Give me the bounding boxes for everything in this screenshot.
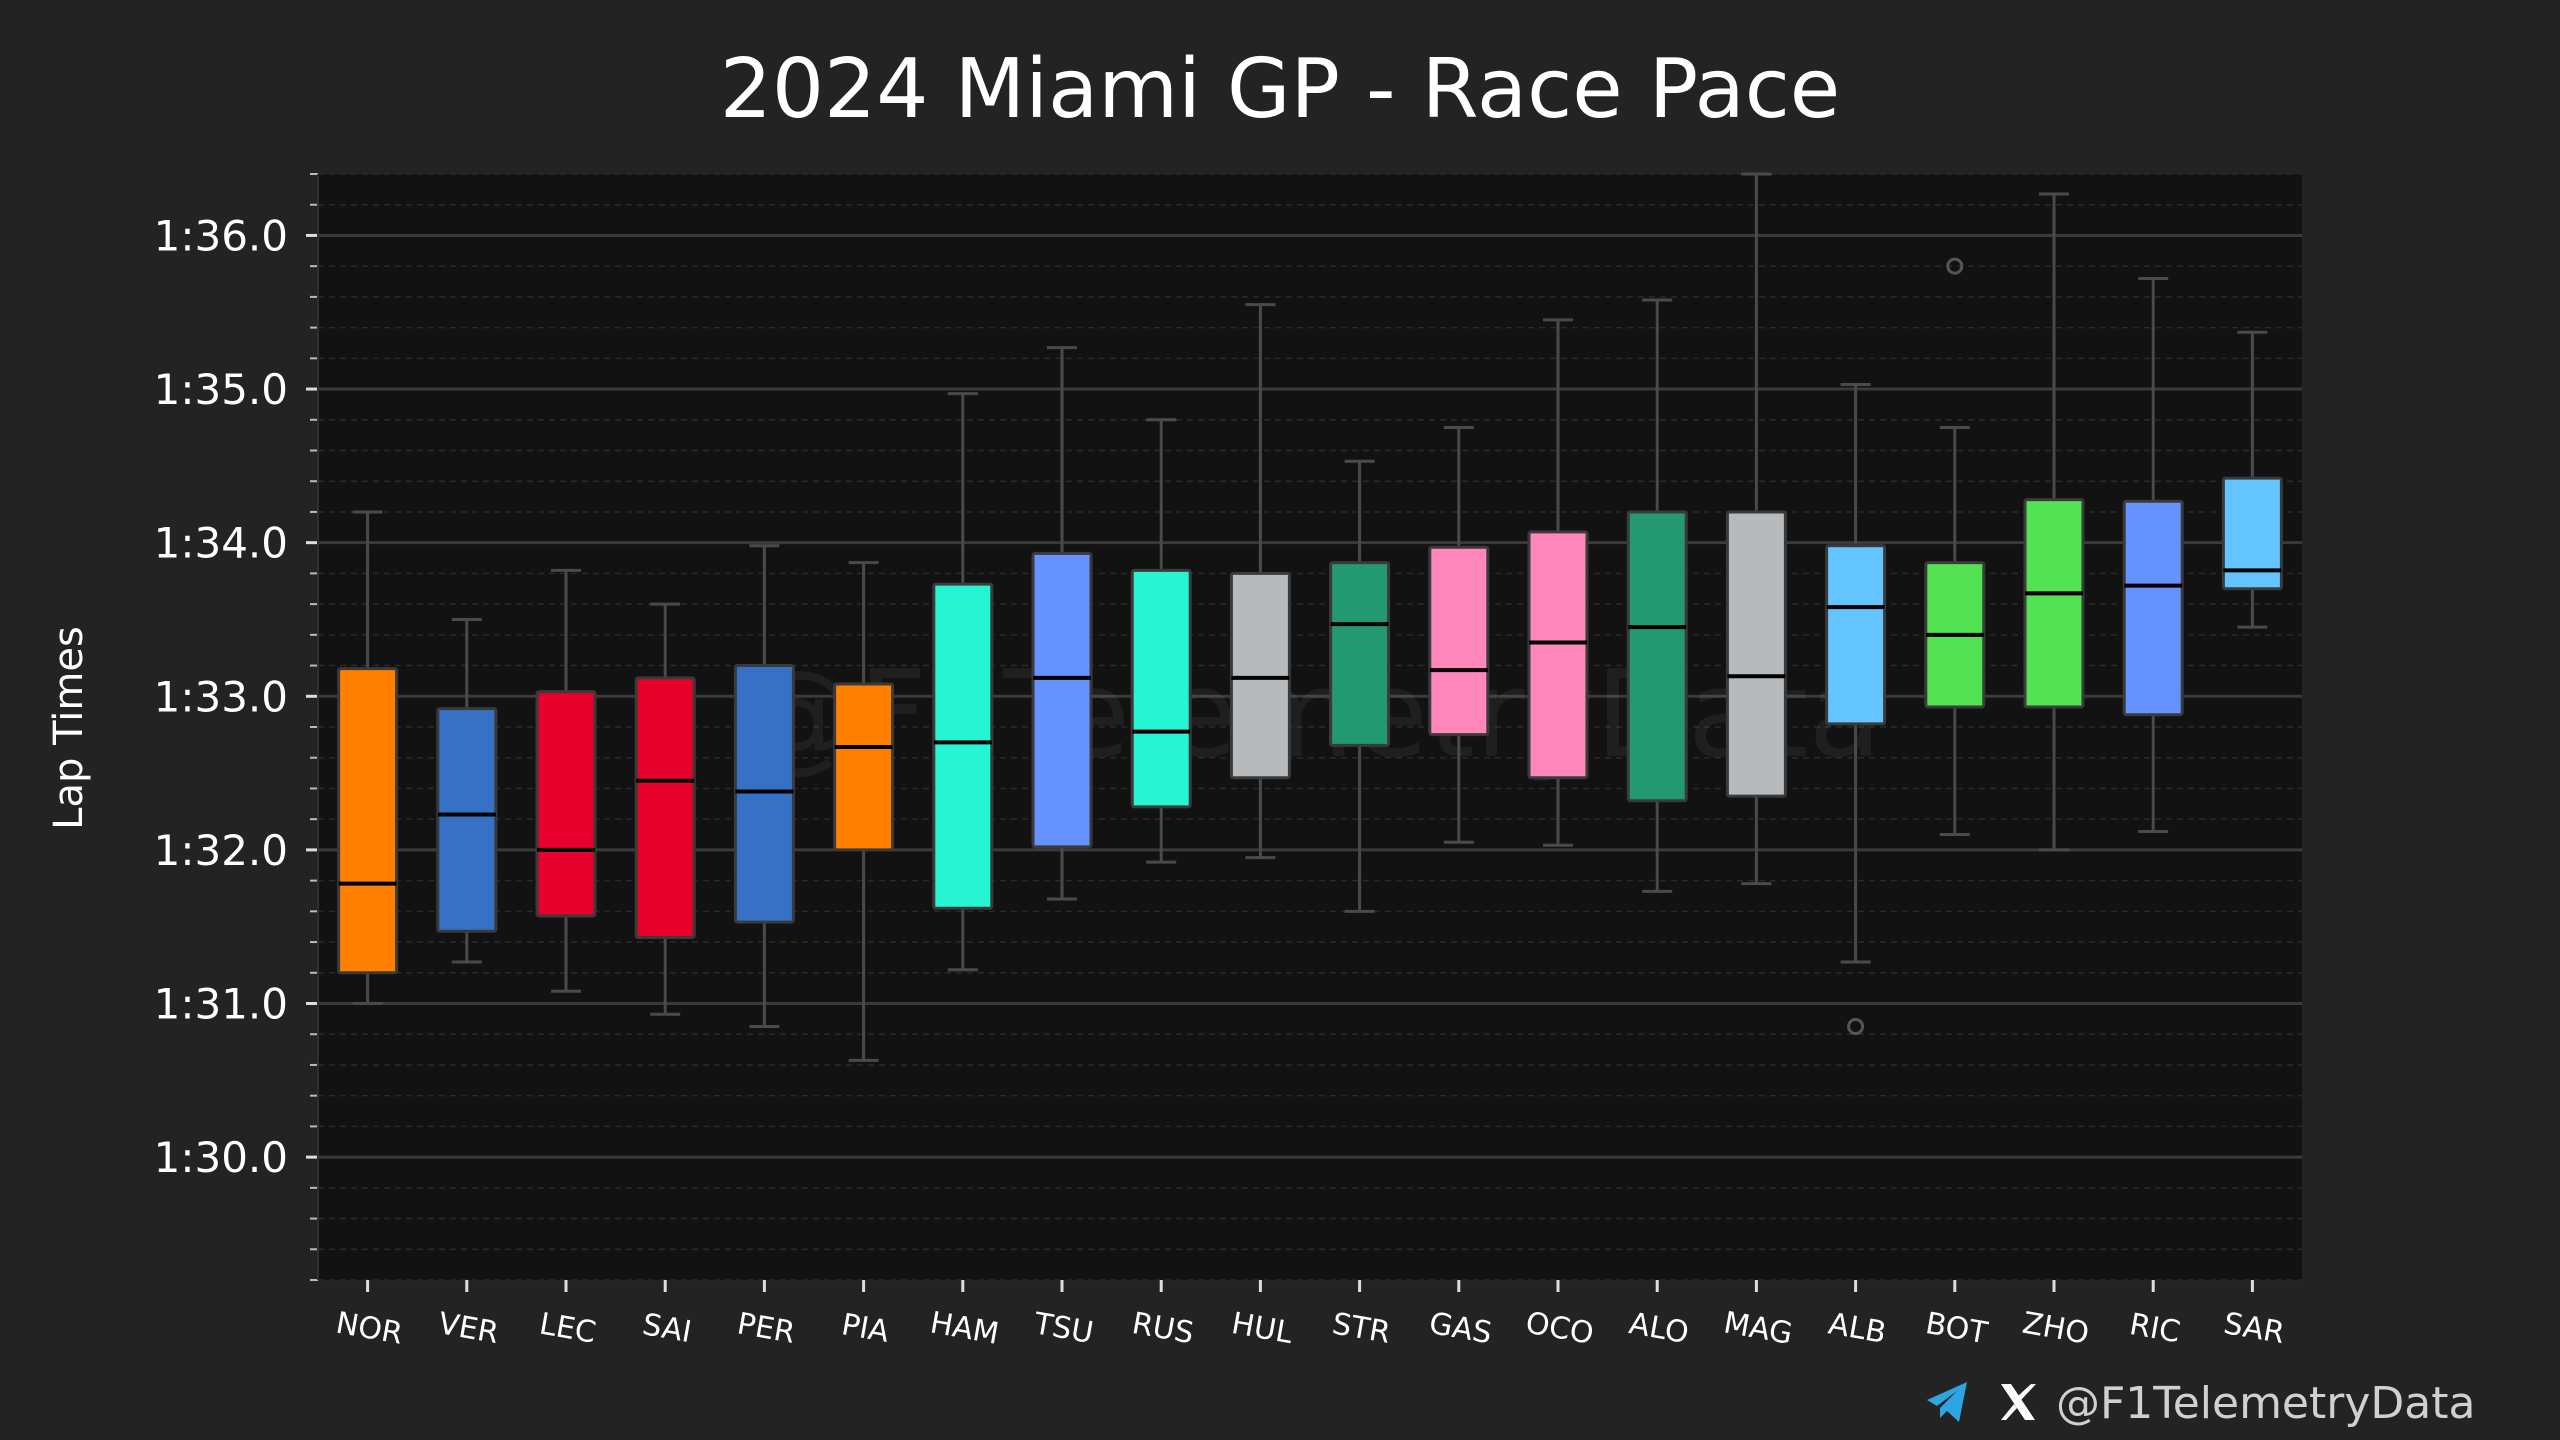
box-iqr [932,582,994,910]
x-tick-label: NOR [333,1306,405,1352]
box-iqr [1725,510,1787,798]
x-tick-label: SAI [640,1307,694,1350]
box-mag [1725,172,1787,886]
x-tick-label: TSU [1030,1306,1095,1351]
x-tick-label: HAM [927,1305,1001,1351]
outlier-point [1946,257,1964,275]
box-iqr [1825,544,1887,726]
x-tick-label: STR [1330,1306,1393,1351]
box-iqr [1329,561,1391,747]
box-alo [1626,298,1688,893]
box-iqr [1130,568,1192,809]
y-tick-label: 1:33.0 [154,672,288,721]
footer-branding: @F1TelemetryData [1927,1378,2475,1429]
box-nor [337,510,399,1005]
box-rus [1130,418,1192,864]
x-tick-label: PIA [839,1307,892,1350]
box-ric [2122,276,2184,833]
telegram-icon [1927,1382,1967,1422]
box-sai [634,602,696,1016]
chart-title: 2024 Miami GP - Race Pace [720,42,1841,137]
box-iqr [2122,499,2184,717]
x-tick-label: RIC [2127,1307,2183,1350]
footer-handle: @F1TelemetryData [2056,1378,2475,1429]
box-iqr [733,664,795,924]
x-icon [2001,1384,2036,1420]
box-iqr [535,690,597,918]
box-pia [833,561,895,1062]
box-alb [1825,382,1887,1036]
x-tick-label: GAS [1426,1306,1494,1351]
x-tick-label: ZHO [2020,1306,2092,1352]
x-tick-label: LEC [537,1306,599,1350]
box-bot [1924,257,1986,837]
box-ver [436,617,498,964]
box-ham [932,392,994,972]
x-tick-label: HUL [1229,1306,1296,1351]
box-iqr [2221,476,2283,591]
box-zho [2023,192,2085,852]
y-tick-label: 1:32.0 [154,826,288,875]
watermark: @F1TelemetryData [738,646,1882,785]
x-tick-label: RUS [1129,1306,1196,1351]
x-tick-label: PER [735,1306,798,1351]
y-tick-label: 1:36.0 [154,211,288,260]
box-oco [1527,318,1589,847]
box-tsu [1031,346,1093,901]
box-iqr [1229,571,1291,780]
x-tick-label: SAR [2221,1306,2287,1351]
box-sar [2221,330,2283,629]
y-tick-label: 1:34.0 [154,519,288,568]
x-tick-label: MAG [1721,1305,1795,1351]
x-tick-label: OCO [1523,1305,1596,1351]
box-iqr [436,707,498,933]
x-tick-label: VER [436,1306,501,1351]
plot-area: 1:30.0 1:31.0 1:32.0 1:33.0 1:34.0 1:35.0 1:36… [154,172,2302,1352]
box-iqr [1428,545,1490,737]
x-tick-label: ALB [1826,1306,1889,1351]
box-iqr [2023,498,2085,709]
box-iqr [1527,530,1589,780]
y-tick-label: 1:30.0 [154,1133,288,1182]
box-iqr [1626,510,1688,803]
x-tick-label: BOT [1923,1306,1991,1351]
box-str [1329,459,1391,913]
y-tick-label: 1:35.0 [154,365,288,414]
x-tick-label: ALO [1626,1306,1691,1351]
box-iqr [833,682,895,852]
box-per [733,544,795,1029]
box-iqr [634,676,696,939]
box-hul [1229,303,1291,860]
box-gas [1428,425,1490,844]
y-tick-label: 1:31.0 [154,980,288,1029]
outlier-point [1847,1018,1865,1036]
box-iqr [337,667,399,975]
y-axis-label: Lap Times [46,626,92,830]
box-iqr [1031,551,1093,849]
box-lec [535,568,597,993]
